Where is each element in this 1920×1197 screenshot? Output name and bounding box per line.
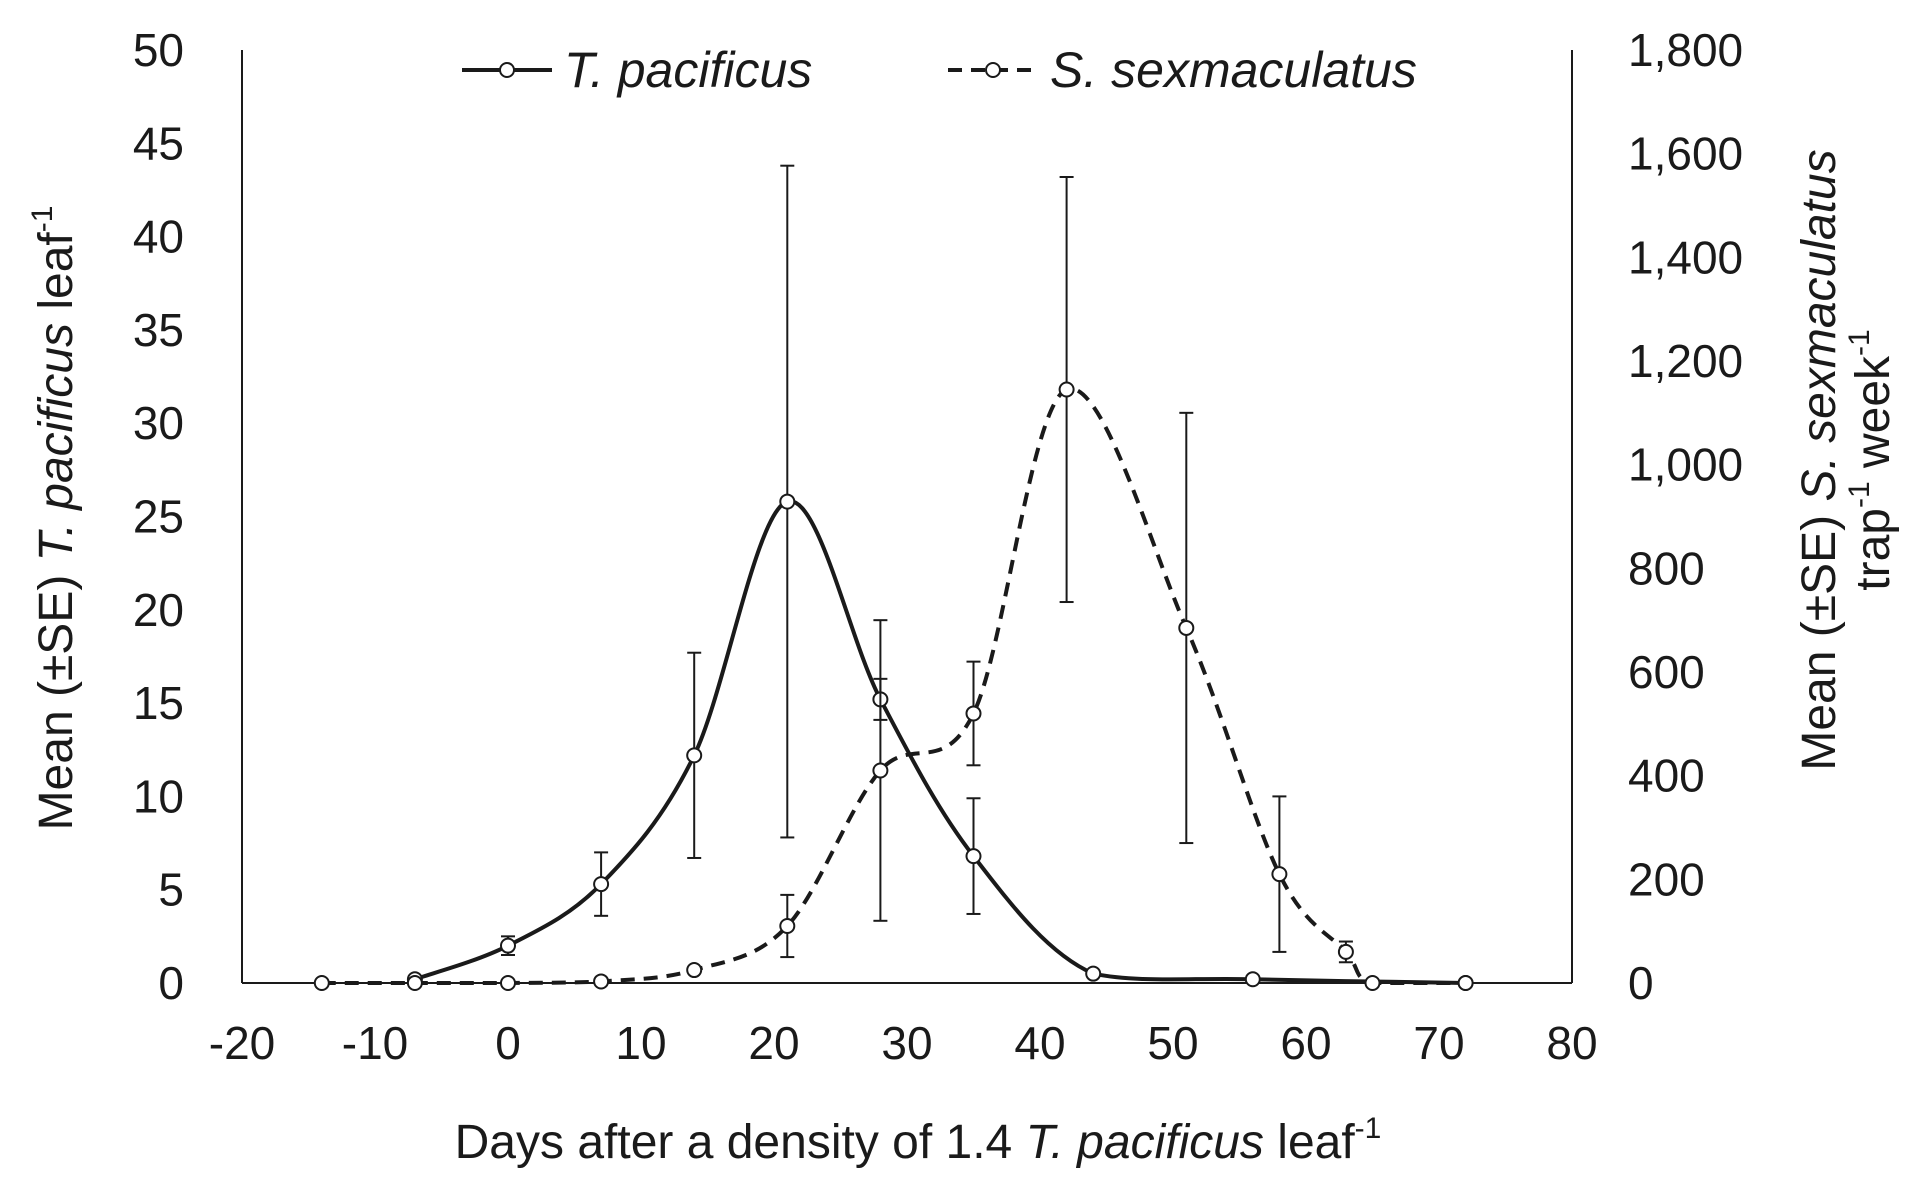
y-tick-label-right: 400 bbox=[1628, 750, 1705, 802]
data-point bbox=[593, 876, 610, 893]
data-point bbox=[1364, 975, 1381, 991]
y-tick-label-left: 15 bbox=[133, 677, 184, 729]
y-tick-label-left: 50 bbox=[133, 24, 184, 76]
data-point bbox=[406, 975, 423, 991]
chart-tick-labels: -20 -10 0 10 20 30 40 50 60 70 8005101520253035404… bbox=[133, 24, 1743, 1069]
x-tick-label: -20 bbox=[209, 1017, 275, 1069]
data-point bbox=[686, 747, 703, 764]
data-point bbox=[779, 917, 796, 934]
data-point bbox=[779, 493, 796, 510]
data-point bbox=[965, 705, 982, 722]
y-tick-label-right: 0 bbox=[1628, 957, 1654, 1009]
legend-item: T. pacificus bbox=[462, 42, 812, 98]
y-tick-label-right: 1,800 bbox=[1628, 24, 1743, 76]
data-point bbox=[1085, 965, 1102, 982]
chart-axes bbox=[241, 50, 1573, 984]
x-axis-title: Days after a density of 1.4 T. pacificus… bbox=[455, 1112, 1382, 1169]
y-axis-title-right-line1: Mean (±SE) S. sexmaculatus bbox=[1793, 149, 1846, 770]
y-tick-label-right: 1,600 bbox=[1628, 128, 1743, 180]
y-tick-label-right: 200 bbox=[1628, 853, 1705, 905]
data-point bbox=[1058, 381, 1075, 398]
legend-marker bbox=[985, 62, 1001, 78]
y-tick-label-left: 30 bbox=[133, 397, 184, 449]
y-tick-label-left: 10 bbox=[133, 770, 184, 822]
y-tick-label-left: 45 bbox=[133, 117, 184, 169]
x-tick-label: 30 bbox=[881, 1017, 932, 1069]
y-tick-label-left: 0 bbox=[158, 957, 184, 1009]
y-tick-label-right: 600 bbox=[1628, 646, 1705, 698]
y-tick-label-left: 40 bbox=[133, 211, 184, 263]
series-line bbox=[414, 499, 1466, 985]
data-point bbox=[593, 973, 610, 990]
y-tick-label-right: 1,200 bbox=[1628, 335, 1743, 387]
data-point bbox=[1457, 975, 1474, 991]
chart-series bbox=[313, 164, 1474, 991]
chart-legend: T. pacificus S. sexmaculatus bbox=[462, 42, 1417, 98]
data-point bbox=[1244, 971, 1261, 988]
x-tick-label: 40 bbox=[1014, 1017, 1065, 1069]
data-point bbox=[1178, 619, 1195, 636]
data-point bbox=[965, 848, 982, 865]
x-tick-label: 70 bbox=[1413, 1017, 1464, 1069]
x-tick-label: 0 bbox=[495, 1017, 521, 1069]
y-axis-title-left: Mean (±SE) T. pacificus leaf-1 bbox=[26, 206, 83, 831]
legend-marker bbox=[499, 62, 515, 78]
series-dashed bbox=[313, 175, 1474, 991]
x-tick-label: 50 bbox=[1147, 1017, 1198, 1069]
data-point bbox=[500, 975, 516, 991]
y-axis-title-right-line2: trap-1 week-1 bbox=[1843, 329, 1900, 590]
y-tick-label-left: 5 bbox=[158, 864, 184, 916]
data-point bbox=[313, 975, 330, 991]
y-tick-label-right: 800 bbox=[1628, 542, 1705, 594]
data-point bbox=[1271, 866, 1288, 883]
x-tick-label: 10 bbox=[615, 1017, 666, 1069]
legend-item: S. sexmaculatus bbox=[948, 42, 1417, 98]
data-point bbox=[686, 962, 703, 979]
y-tick-label-right: 1,000 bbox=[1628, 439, 1743, 491]
x-tick-label: 60 bbox=[1280, 1017, 1331, 1069]
legend-label: S. sexmaculatus bbox=[1050, 42, 1417, 98]
series-line bbox=[321, 386, 1466, 986]
data-point bbox=[1337, 943, 1354, 960]
y-axis-title-right: Mean (±SE) S. sexmaculatus trap-1 week-1 bbox=[1793, 149, 1900, 770]
series-solid bbox=[406, 164, 1474, 991]
x-tick-label: 20 bbox=[748, 1017, 799, 1069]
x-tick-label: 80 bbox=[1546, 1017, 1597, 1069]
y-tick-label-right: 1,400 bbox=[1628, 231, 1743, 283]
y-tick-label-left: 20 bbox=[133, 584, 184, 636]
y-tick-label-left: 25 bbox=[133, 491, 184, 543]
data-point bbox=[500, 937, 516, 954]
y-tick-label-left: 35 bbox=[133, 304, 184, 356]
data-point bbox=[872, 762, 889, 779]
x-tick-label: -10 bbox=[342, 1017, 408, 1069]
legend-label: T. pacificus bbox=[564, 42, 812, 98]
